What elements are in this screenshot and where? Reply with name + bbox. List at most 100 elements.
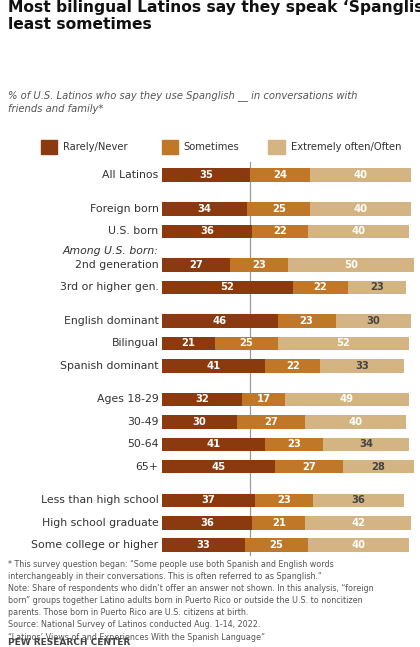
Bar xyxy=(343,460,414,474)
Text: All Latinos: All Latinos xyxy=(102,170,159,181)
Bar xyxy=(305,516,411,529)
Text: 2nd generation: 2nd generation xyxy=(75,260,159,270)
Bar xyxy=(162,437,265,451)
Text: 25: 25 xyxy=(272,204,286,214)
Bar xyxy=(162,393,242,406)
Bar xyxy=(278,314,336,327)
Text: 24: 24 xyxy=(273,170,287,181)
Text: 41: 41 xyxy=(206,361,220,371)
Bar xyxy=(162,281,293,294)
Bar xyxy=(275,460,343,474)
Text: 30: 30 xyxy=(193,417,206,427)
Text: 34: 34 xyxy=(359,439,373,449)
Bar xyxy=(41,140,57,153)
Bar xyxy=(162,494,255,507)
Text: 25: 25 xyxy=(269,540,284,550)
Text: 46: 46 xyxy=(213,316,227,326)
Text: % of U.S. Latinos who say they use Spanglish __ in conversations with
friends an: % of U.S. Latinos who say they use Spang… xyxy=(8,91,358,114)
Text: 21: 21 xyxy=(272,518,286,528)
Bar xyxy=(310,202,411,215)
Bar xyxy=(237,415,305,428)
Bar xyxy=(265,359,320,373)
Text: 35: 35 xyxy=(199,170,213,181)
Text: 37: 37 xyxy=(202,496,215,505)
Text: Sometimes: Sometimes xyxy=(184,142,239,152)
Text: 30-49: 30-49 xyxy=(127,417,159,427)
Text: * This survey question began: "Some people use both Spanish and English words
in: * This survey question began: "Some peop… xyxy=(8,560,374,642)
Bar xyxy=(247,202,310,215)
Text: 27: 27 xyxy=(302,462,316,472)
Bar xyxy=(230,258,288,272)
Text: 22: 22 xyxy=(286,361,299,371)
Text: 17: 17 xyxy=(257,395,271,404)
Text: 28: 28 xyxy=(371,462,386,472)
Text: Ages 18-29: Ages 18-29 xyxy=(97,395,159,404)
Bar xyxy=(320,359,404,373)
Bar xyxy=(255,494,313,507)
Text: 52: 52 xyxy=(220,282,234,292)
Bar xyxy=(268,140,285,153)
Bar xyxy=(310,168,411,182)
Bar xyxy=(162,538,245,552)
Bar xyxy=(162,359,265,373)
Bar xyxy=(162,415,237,428)
Text: 40: 40 xyxy=(351,540,365,550)
Bar xyxy=(242,393,285,406)
Bar xyxy=(215,336,278,350)
Text: 21: 21 xyxy=(181,338,195,348)
Bar xyxy=(162,168,250,182)
Text: 34: 34 xyxy=(197,204,212,214)
Text: 30: 30 xyxy=(367,316,380,326)
Text: 50: 50 xyxy=(344,260,358,270)
Text: 33: 33 xyxy=(197,540,210,550)
Text: 40: 40 xyxy=(354,170,368,181)
Text: Less than high school: Less than high school xyxy=(41,496,159,505)
Text: 49: 49 xyxy=(340,395,354,404)
Text: 52: 52 xyxy=(336,338,350,348)
Bar xyxy=(250,168,310,182)
Bar xyxy=(162,225,252,238)
Text: 23: 23 xyxy=(277,496,291,505)
Text: Foreign born: Foreign born xyxy=(90,204,159,214)
Bar xyxy=(162,516,252,529)
Text: Extremely often/Often: Extremely often/Often xyxy=(291,142,401,152)
Bar xyxy=(162,314,278,327)
Bar xyxy=(336,314,411,327)
Text: 3rd or higher gen.: 3rd or higher gen. xyxy=(60,282,159,292)
Bar xyxy=(162,258,230,272)
Text: 27: 27 xyxy=(189,260,202,270)
Text: 22: 22 xyxy=(314,282,327,292)
Text: 65+: 65+ xyxy=(136,462,159,472)
Text: Spanish dominant: Spanish dominant xyxy=(60,361,159,371)
Text: Some college or higher: Some college or higher xyxy=(32,540,159,550)
Bar xyxy=(288,258,414,272)
Bar xyxy=(323,437,409,451)
Bar xyxy=(308,538,409,552)
Text: 42: 42 xyxy=(351,518,365,528)
Bar xyxy=(162,140,178,153)
Text: 23: 23 xyxy=(252,260,265,270)
Text: 25: 25 xyxy=(239,338,253,348)
Bar xyxy=(265,437,323,451)
Text: High school graduate: High school graduate xyxy=(42,518,159,528)
Text: Most bilingual Latinos say they speak ‘Spanglish’ at
least sometimes: Most bilingual Latinos say they speak ‘S… xyxy=(8,0,420,32)
Text: 45: 45 xyxy=(211,462,226,472)
Text: PEW RESEARCH CENTER: PEW RESEARCH CENTER xyxy=(8,638,131,647)
Text: U.S. born: U.S. born xyxy=(108,226,159,236)
Text: 41: 41 xyxy=(206,439,220,449)
Bar xyxy=(313,494,404,507)
Bar xyxy=(162,336,215,350)
Text: 23: 23 xyxy=(300,316,313,326)
Text: Bilingual: Bilingual xyxy=(112,338,159,348)
Text: 33: 33 xyxy=(355,361,369,371)
Bar xyxy=(278,336,409,350)
Bar xyxy=(252,516,305,529)
Text: 27: 27 xyxy=(265,417,278,427)
Text: 23: 23 xyxy=(370,282,384,292)
Bar xyxy=(162,202,247,215)
Text: 50-64: 50-64 xyxy=(127,439,159,449)
Text: 36: 36 xyxy=(200,518,214,528)
Bar xyxy=(348,281,406,294)
Text: Rarely/Never: Rarely/Never xyxy=(63,142,127,152)
Bar xyxy=(252,225,308,238)
